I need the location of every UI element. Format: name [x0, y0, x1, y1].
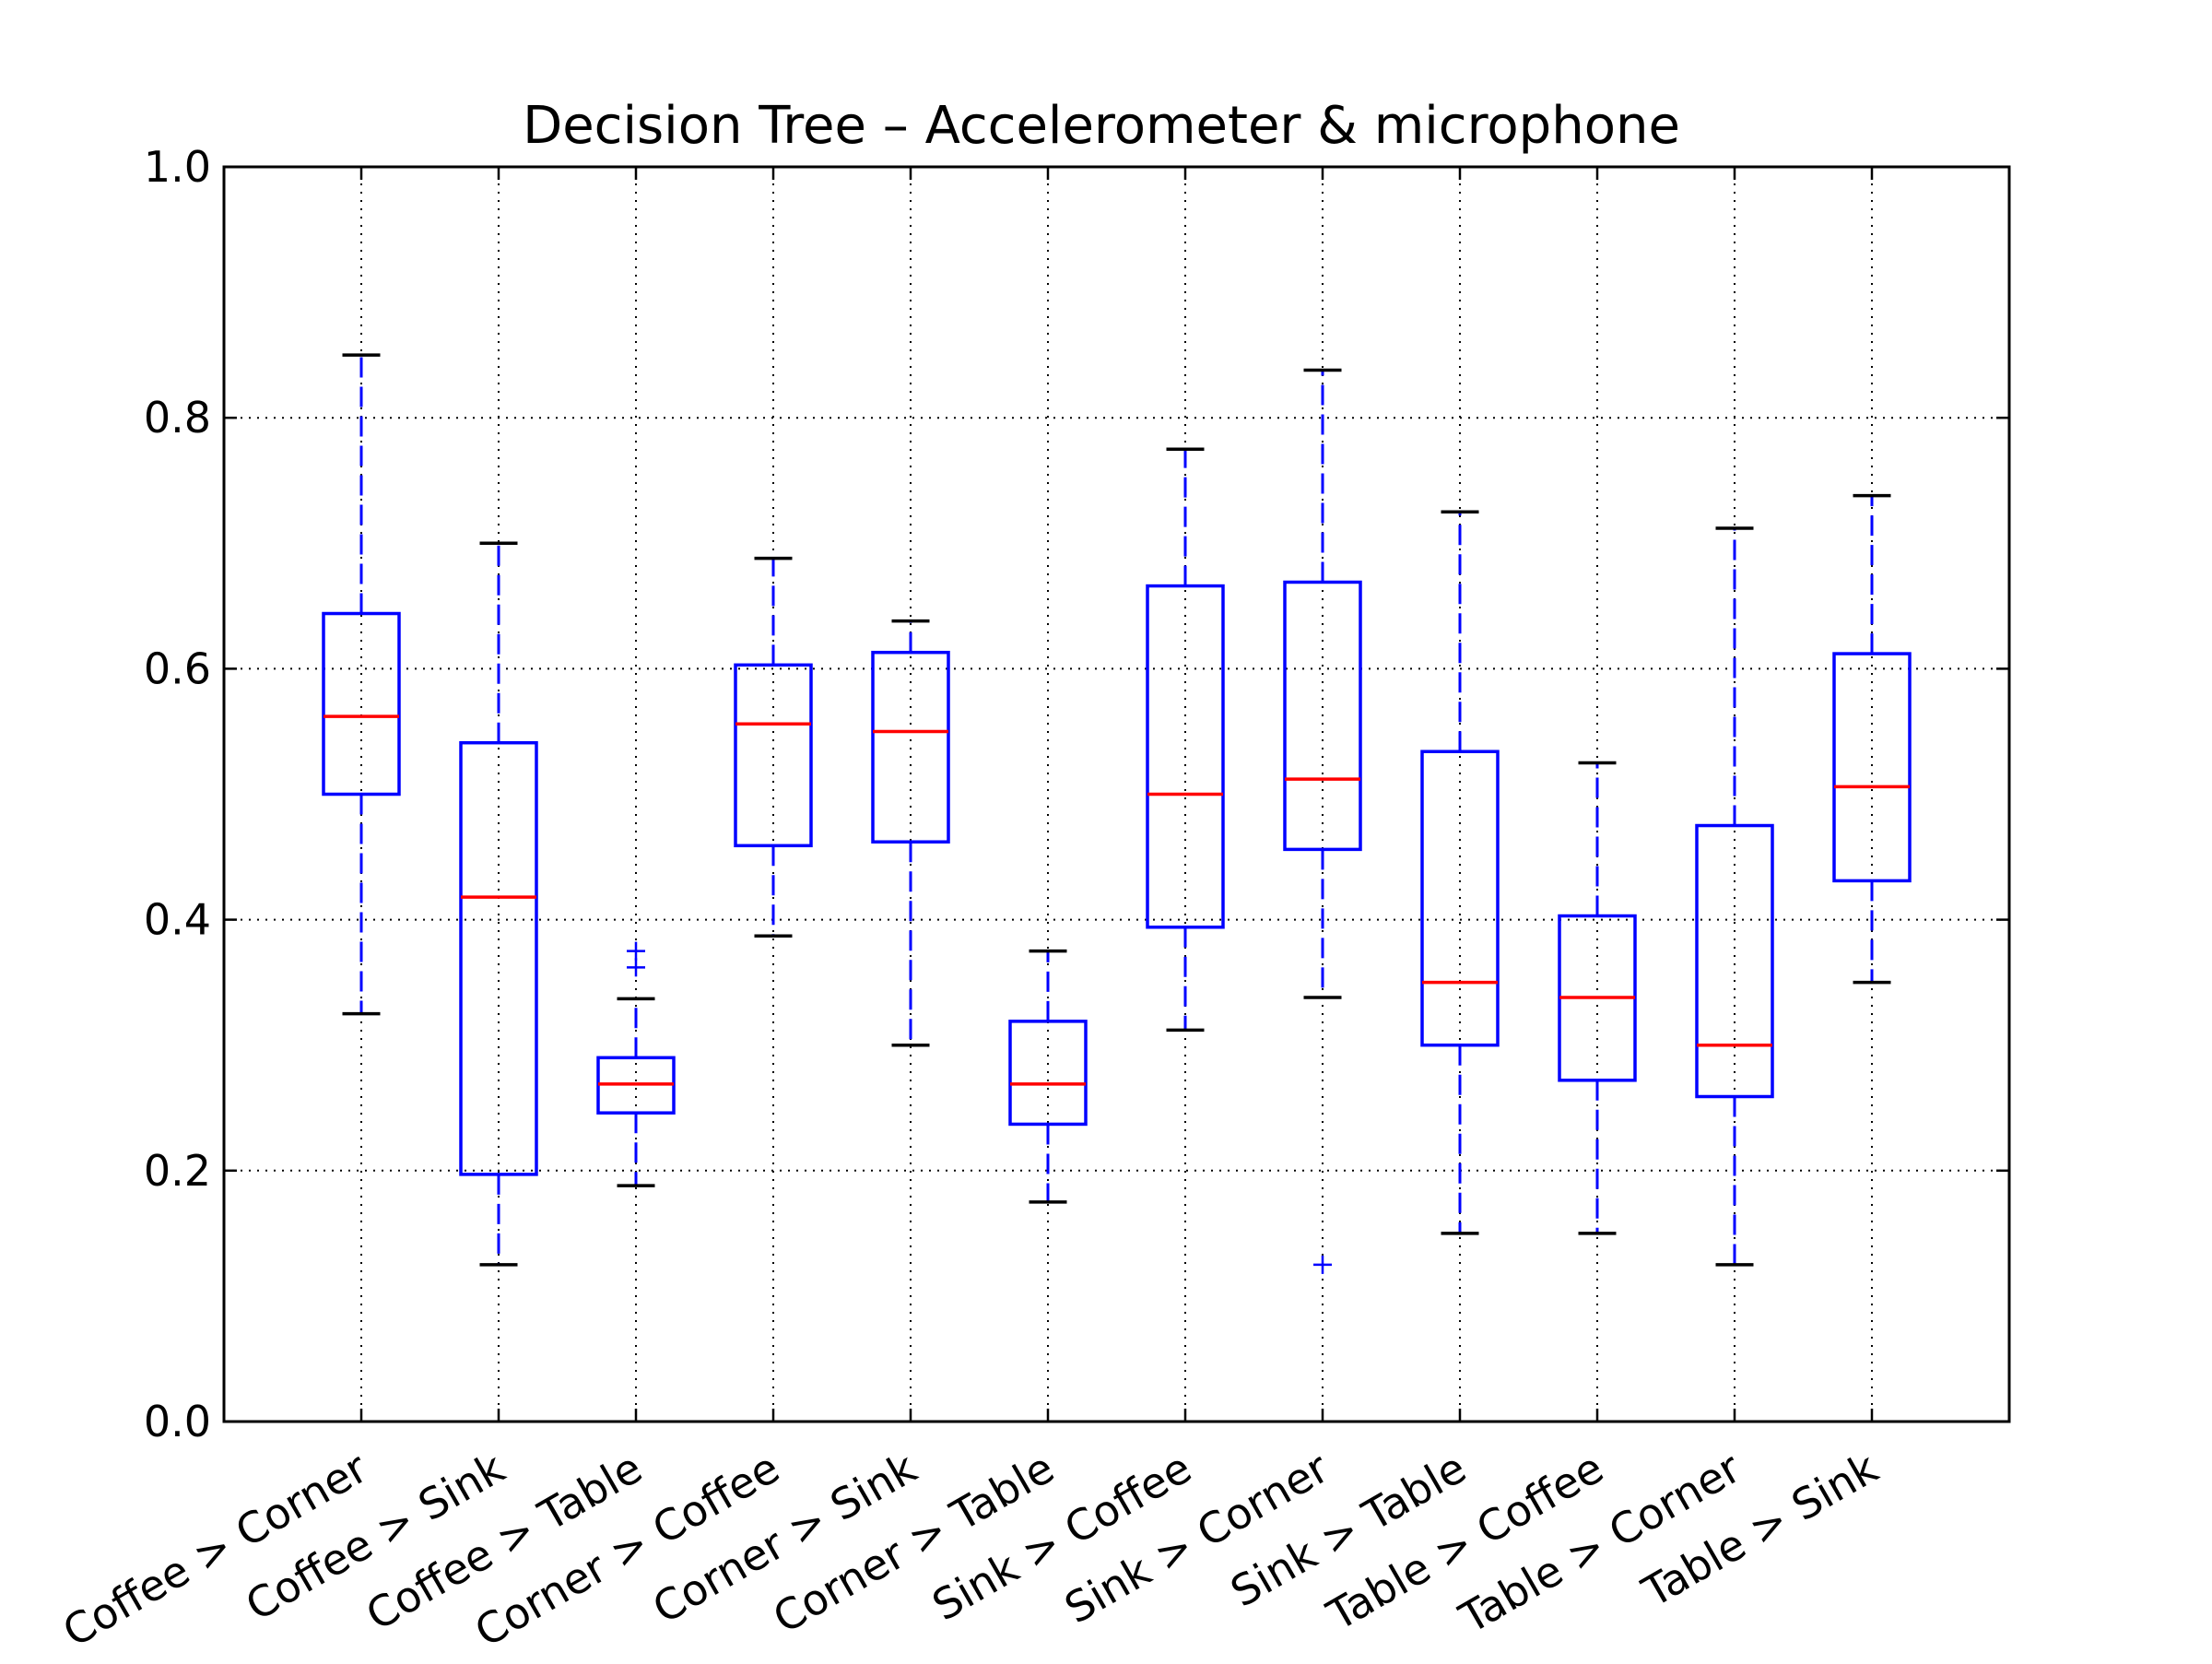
grid-lines [224, 167, 2009, 1422]
box-iqr [322, 611, 401, 797]
y-tick-label: 0.6 [144, 643, 211, 693]
box-iqr [1008, 1020, 1088, 1127]
chart-title: Decision Tree – Accelerometer & micropho… [523, 96, 1680, 156]
box-iqr [459, 740, 538, 1176]
boxes-layer [322, 353, 1912, 1274]
flier-point [627, 941, 645, 961]
y-tick-label: 0.2 [144, 1146, 211, 1196]
y-tick-label: 1.0 [144, 142, 211, 192]
box-group [1420, 510, 1500, 1235]
box-group [871, 619, 950, 1047]
box-group [322, 353, 401, 1016]
box-iqr [734, 663, 813, 848]
flier-point [1313, 1255, 1332, 1274]
flier-point [627, 958, 645, 977]
box-group [1008, 949, 1088, 1204]
plot-area-frame [222, 165, 2011, 1423]
y-tick-label: 0.0 [144, 1397, 211, 1446]
box-iqr [871, 650, 950, 844]
box-group [596, 941, 676, 1187]
y-tick-label: 0.8 [144, 393, 211, 443]
box-iqr [1420, 749, 1500, 1047]
box-group [734, 556, 813, 938]
axis-ticks [224, 165, 2009, 1423]
box-group [1283, 368, 1362, 1274]
box-iqr [1146, 584, 1225, 929]
box-iqr [1832, 652, 1912, 883]
y-tick-label: 0.4 [144, 895, 211, 945]
box-group [459, 541, 538, 1267]
box-group [1558, 761, 1637, 1235]
box-group [1146, 447, 1225, 1033]
box-iqr [1695, 823, 1774, 1099]
box-group [1832, 493, 1912, 985]
box-group [1695, 526, 1774, 1267]
box-iqr [1283, 580, 1362, 852]
